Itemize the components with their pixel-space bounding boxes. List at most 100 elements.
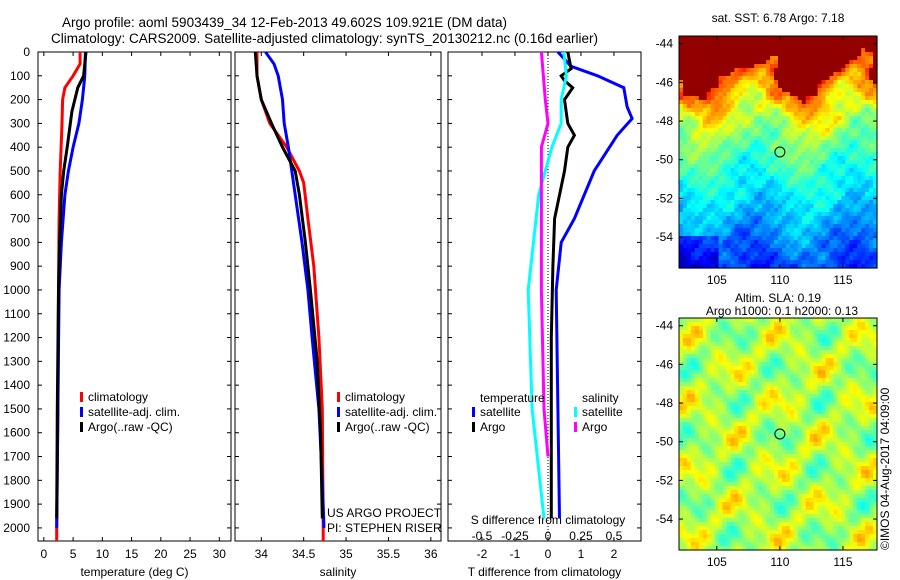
heatmap-cell: [861, 112, 866, 117]
heatmap-cell: [706, 362, 712, 367]
heatmap-cell: [793, 326, 799, 331]
heatmap-cell: [710, 240, 716, 245]
heatmap-cell: [797, 422, 803, 427]
heatmap-cell: [829, 322, 835, 327]
heatmap-cell: [805, 454, 811, 459]
heatmap-cell: [774, 136, 779, 141]
heatmap-cell: [821, 430, 827, 435]
heatmap-cell: [782, 72, 787, 77]
heatmap-cell: [762, 422, 767, 427]
heatmap-cell: [801, 60, 807, 65]
heatmap-cell: [782, 172, 787, 177]
heatmap-cell: [694, 418, 700, 423]
heatmap-cell: [683, 128, 688, 133]
heatmap-cell: [865, 68, 870, 73]
heatmap-cell: [710, 402, 716, 407]
heatmap-cell: [698, 216, 704, 221]
heatmap-cell: [746, 334, 751, 339]
heatmap-cell: [770, 140, 775, 145]
heatmap-cell: [679, 96, 684, 101]
heatmap-cell: [778, 168, 783, 173]
heatmap-cell: [849, 354, 854, 359]
heatmap-cell: [865, 116, 870, 121]
heatmap-cell: [817, 40, 823, 45]
heatmap-cell: [845, 128, 850, 133]
heatmap-cell: [694, 358, 700, 363]
heatmap-cell: [789, 96, 795, 101]
heatmap-cell: [841, 84, 846, 89]
heatmap-cell: [770, 40, 775, 45]
heatmap-cell: [865, 176, 870, 181]
heatmap-cell: [694, 354, 700, 359]
heatmap-cell: [833, 56, 838, 61]
heatmap-cell: [789, 330, 795, 335]
heatmap-cell: [869, 88, 874, 93]
heatmap-cell: [845, 180, 850, 185]
heatmap-cell: [754, 422, 759, 427]
heatmap-cell: [809, 256, 815, 261]
heatmap-cell: [714, 386, 720, 391]
heatmap-cell: [774, 52, 779, 57]
heatmap-cell: [845, 446, 850, 451]
heatmap-cell: [821, 374, 827, 379]
heatmap-cell: [801, 240, 807, 245]
heatmap-cell: [726, 48, 732, 53]
heatmap-cell: [750, 128, 755, 133]
heatmap-cell: [758, 40, 763, 45]
heatmap-cell: [722, 144, 728, 149]
heatmap-cell: [758, 454, 763, 459]
heatmap-cell: [837, 394, 842, 399]
heatmap-cell: [750, 124, 755, 129]
heatmap-cell: [742, 450, 747, 455]
heatmap-cell: [698, 128, 704, 133]
heatmap-cell: [825, 208, 831, 213]
heatmap-cell: [679, 236, 684, 241]
heatmap-cell: [849, 204, 854, 209]
heatmap-cell: [694, 204, 700, 209]
heatmap-cell: [742, 116, 747, 121]
heatmap-cell: [722, 330, 728, 335]
heatmap-cell: [801, 330, 807, 335]
heatmap-cell: [702, 68, 708, 73]
heatmap-cell: [869, 156, 874, 161]
heatmap-cell: [714, 322, 720, 327]
heatmap-cell: [750, 152, 755, 157]
heatmap-cell: [734, 450, 739, 455]
heatmap-cell: [702, 108, 708, 113]
heatmap-cell: [710, 180, 716, 185]
heatmap-cell: [861, 160, 866, 165]
heatmap-cell: [758, 180, 763, 185]
heatmap-cell: [805, 256, 811, 261]
heatmap-cell: [873, 244, 878, 249]
heatmap-cell: [833, 164, 838, 169]
heatmap-cell: [690, 112, 696, 117]
heatmap-cell: [726, 168, 732, 173]
heatmap-cell: [690, 434, 696, 439]
heatmap-cell: [766, 180, 771, 185]
heatmap-cell: [825, 116, 831, 121]
heatmap-cell: [774, 224, 779, 229]
heatmap-cell: [833, 342, 838, 347]
heatmap-cell: [766, 402, 771, 407]
heatmap-cell: [778, 434, 783, 439]
heatmap-cell: [845, 248, 850, 253]
heatmap-cell: [718, 108, 724, 113]
heatmap-cell: [849, 334, 854, 339]
heatmap-cell: [829, 112, 835, 117]
heatmap-cell: [734, 56, 739, 61]
heatmap-cell: [813, 398, 819, 403]
heatmap-cell: [694, 124, 700, 129]
heatmap-cell: [766, 366, 771, 371]
heatmap-cell: [683, 104, 688, 109]
heatmap-cell: [758, 410, 763, 415]
heatmap-cell: [857, 426, 862, 431]
heatmap-cell: [837, 184, 842, 189]
heatmap-cell: [766, 204, 771, 209]
heatmap-cell: [778, 144, 783, 149]
heatmap-cell: [683, 318, 688, 323]
heatmap-cell: [730, 390, 736, 395]
heatmap-cell: [782, 56, 787, 61]
heatmap-cell: [702, 124, 708, 129]
heatmap-cell: [726, 52, 732, 57]
heatmap-cell: [758, 116, 763, 121]
